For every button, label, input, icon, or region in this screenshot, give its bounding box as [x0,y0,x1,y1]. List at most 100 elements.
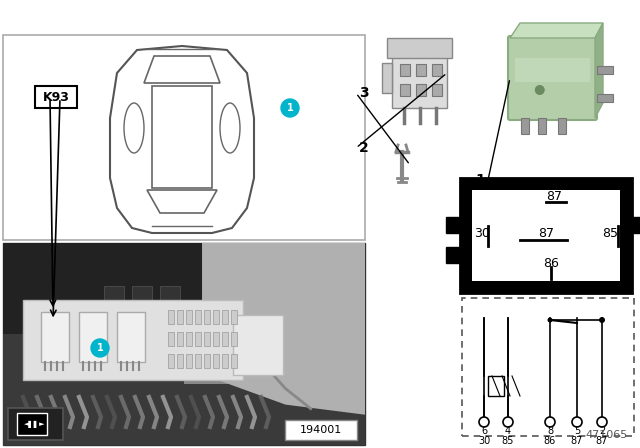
Bar [515,58,590,82]
Bar [186,310,192,324]
Text: 85: 85 [502,436,514,446]
Text: ◄▌▌►: ◄▌▌► [24,420,45,427]
Polygon shape [595,23,603,118]
Text: 2: 2 [599,426,605,436]
Text: 87: 87 [571,436,583,446]
Bar [204,354,210,368]
Circle shape [535,85,545,95]
Bar [184,243,365,384]
Text: 30: 30 [474,227,490,240]
Bar [521,118,529,134]
Bar [597,66,613,74]
Circle shape [503,417,513,427]
Bar [213,354,219,368]
Bar [387,38,452,58]
Circle shape [547,318,552,323]
Bar [3,243,365,445]
Bar [177,332,183,346]
Bar [195,310,201,324]
Bar [213,310,219,324]
Text: 87: 87 [596,436,608,446]
Bar [35,86,77,108]
Text: 85: 85 [602,227,618,240]
Bar [400,84,410,96]
Bar [132,285,152,300]
Bar [23,300,243,380]
Bar [3,35,365,240]
Text: 194001: 194001 [300,425,342,435]
Bar [222,354,228,368]
Bar [222,332,228,346]
Text: 86: 86 [544,436,556,446]
Bar [432,64,442,76]
Bar [472,190,620,281]
Bar [41,312,69,362]
Text: 30: 30 [478,436,490,446]
Bar [488,376,504,396]
Bar [382,63,392,93]
Bar [17,413,47,435]
Bar [177,354,183,368]
Bar [117,312,145,362]
Text: 86: 86 [543,257,559,270]
Text: 1: 1 [287,103,293,113]
Circle shape [479,417,489,427]
Bar [460,178,632,293]
Bar [168,354,174,368]
Bar [416,84,426,96]
Text: 87: 87 [538,227,554,240]
Bar [432,84,442,96]
Bar [446,247,460,263]
Bar [597,94,613,102]
Bar [231,354,237,368]
Bar [161,285,180,300]
Text: 471065: 471065 [586,430,628,440]
Bar [195,354,201,368]
Bar [168,310,174,324]
Bar [416,64,426,76]
Circle shape [91,339,109,357]
Bar [186,354,192,368]
Bar [632,217,640,233]
Bar [204,332,210,346]
Bar [177,310,183,324]
Circle shape [545,417,555,427]
Bar [3,324,365,445]
Bar [233,315,283,375]
Polygon shape [510,23,603,38]
Bar [168,332,174,346]
Bar [204,310,210,324]
Text: 6: 6 [481,426,487,436]
Text: 3: 3 [359,86,369,100]
Bar [558,118,566,134]
Circle shape [572,417,582,427]
Bar [462,298,634,436]
Bar [3,243,202,334]
Text: 8: 8 [547,426,553,436]
Bar [213,332,219,346]
Bar [392,43,447,108]
Bar [446,217,460,233]
Bar [79,312,107,362]
Circle shape [599,317,605,323]
Text: 87: 87 [546,190,562,202]
Bar [186,332,192,346]
FancyBboxPatch shape [508,36,597,120]
Bar [222,310,228,324]
Bar [231,332,237,346]
Circle shape [281,99,299,117]
Text: K93: K93 [43,90,69,103]
Bar [195,332,201,346]
Bar [400,64,410,76]
Circle shape [597,417,607,427]
Text: 1: 1 [97,343,104,353]
Text: 5: 5 [574,426,580,436]
Text: 4: 4 [505,426,511,436]
Bar [538,118,546,134]
Bar [104,285,124,300]
Bar [8,408,63,440]
Text: 2: 2 [359,141,369,155]
Bar [231,310,237,324]
Text: 1: 1 [476,173,485,187]
Polygon shape [202,243,365,415]
